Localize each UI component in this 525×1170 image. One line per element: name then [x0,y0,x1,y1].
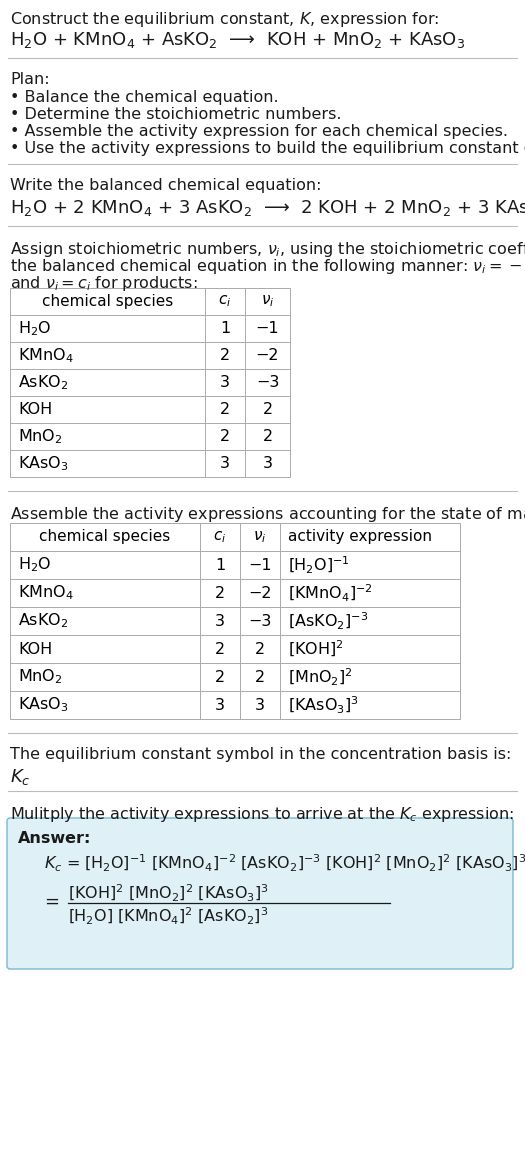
Text: 2: 2 [255,669,265,684]
Text: chemical species: chemical species [39,530,171,544]
Text: 2: 2 [262,429,272,443]
Text: KOH: KOH [18,402,52,417]
Text: MnO$_2$: MnO$_2$ [18,427,62,446]
Text: AsKO$_2$: AsKO$_2$ [18,373,68,392]
Text: 2: 2 [220,429,230,443]
Text: [KOH]$^2$: [KOH]$^2$ [288,639,344,659]
Text: −3: −3 [256,376,279,390]
Text: KMnO$_4$: KMnO$_4$ [18,584,74,603]
Text: 2: 2 [220,402,230,417]
Text: Construct the equilibrium constant, $K$, expression for:: Construct the equilibrium constant, $K$,… [10,11,439,29]
Text: 3: 3 [262,456,272,472]
Text: KAsO$_3$: KAsO$_3$ [18,696,69,715]
Text: 2: 2 [255,641,265,656]
Text: −2: −2 [256,347,279,363]
Text: 2: 2 [262,402,272,417]
Text: KAsO$_3$: KAsO$_3$ [18,454,69,473]
Text: H$_2$O: H$_2$O [18,556,51,574]
Text: =: = [44,893,59,911]
Text: The equilibrium constant symbol in the concentration basis is:: The equilibrium constant symbol in the c… [10,746,511,762]
Text: H$_2$O: H$_2$O [18,319,51,338]
Text: [KOH]$^2$ [MnO$_2$]$^2$ [KAsO$_3$]$^3$: [KOH]$^2$ [MnO$_2$]$^2$ [KAsO$_3$]$^3$ [68,883,269,904]
Text: Plan:: Plan: [10,73,50,87]
Text: Assemble the activity expressions accounting for the state of matter and $\nu_i$: Assemble the activity expressions accoun… [10,505,525,524]
Text: $\nu_i$: $\nu_i$ [253,529,267,545]
Text: 3: 3 [220,376,230,390]
Text: and $\nu_i = c_i$ for products:: and $\nu_i = c_i$ for products: [10,274,197,292]
Text: KOH: KOH [18,641,52,656]
Text: activity expression: activity expression [288,530,432,544]
Text: 2: 2 [215,641,225,656]
Text: Assign stoichiometric numbers, $\nu_i$, using the stoichiometric coefficients, $: Assign stoichiometric numbers, $\nu_i$, … [10,240,525,259]
Text: [H$_2$O] [KMnO$_4$]$^2$ [AsKO$_2$]$^3$: [H$_2$O] [KMnO$_4$]$^2$ [AsKO$_2$]$^3$ [68,906,268,927]
Text: 3: 3 [220,456,230,472]
Text: Write the balanced chemical equation:: Write the balanced chemical equation: [10,178,321,193]
Text: MnO$_2$: MnO$_2$ [18,668,62,687]
Text: [KAsO$_3$]$^3$: [KAsO$_3$]$^3$ [288,695,359,716]
Text: the balanced chemical equation in the following manner: $\nu_i = -c_i$ for react: the balanced chemical equation in the fo… [10,257,525,276]
FancyBboxPatch shape [7,818,513,969]
Text: 2: 2 [215,585,225,600]
Text: 2: 2 [220,347,230,363]
Text: H$_2$O + 2 KMnO$_4$ + 3 AsKO$_2$  ⟶  2 KOH + 2 MnO$_2$ + 3 KAsO$_3$: H$_2$O + 2 KMnO$_4$ + 3 AsKO$_2$ ⟶ 2 KOH… [10,198,525,218]
Text: −1: −1 [256,321,279,336]
Text: 1: 1 [215,557,225,572]
Text: H$_2$O + KMnO$_4$ + AsKO$_2$  ⟶  KOH + MnO$_2$ + KAsO$_3$: H$_2$O + KMnO$_4$ + AsKO$_2$ ⟶ KOH + MnO… [10,30,465,50]
Text: Answer:: Answer: [18,831,91,846]
Text: [KMnO$_4$]$^{-2}$: [KMnO$_4$]$^{-2}$ [288,583,373,604]
Text: $c_i$: $c_i$ [213,529,227,545]
Text: KMnO$_4$: KMnO$_4$ [18,346,74,365]
Text: • Use the activity expressions to build the equilibrium constant expression.: • Use the activity expressions to build … [10,142,525,156]
Text: $\nu_i$: $\nu_i$ [261,294,274,309]
Text: −2: −2 [248,585,272,600]
Text: −3: −3 [248,613,272,628]
Text: $c_i$: $c_i$ [218,294,232,309]
Text: $K_c$ = [H$_2$O]$^{-1}$ [KMnO$_4$]$^{-2}$ [AsKO$_2$]$^{-3}$ [KOH]$^2$ [MnO$_2$]$: $K_c$ = [H$_2$O]$^{-1}$ [KMnO$_4$]$^{-2}… [44,853,525,874]
Text: • Assemble the activity expression for each chemical species.: • Assemble the activity expression for e… [10,124,508,139]
Text: 2: 2 [215,669,225,684]
Text: −1: −1 [248,557,272,572]
Text: Mulitply the activity expressions to arrive at the $K_c$ expression:: Mulitply the activity expressions to arr… [10,805,514,824]
Text: AsKO$_2$: AsKO$_2$ [18,612,68,631]
Text: • Balance the chemical equation.: • Balance the chemical equation. [10,90,279,105]
Text: [AsKO$_2$]$^{-3}$: [AsKO$_2$]$^{-3}$ [288,611,368,632]
Text: [H$_2$O]$^{-1}$: [H$_2$O]$^{-1}$ [288,555,350,576]
Text: 3: 3 [255,697,265,713]
Text: [MnO$_2$]$^2$: [MnO$_2$]$^2$ [288,667,353,688]
Bar [10,288,290,477]
Bar [10,523,460,720]
Text: • Determine the stoichiometric numbers.: • Determine the stoichiometric numbers. [10,106,341,122]
Text: 1: 1 [220,321,230,336]
Text: $K_c$: $K_c$ [10,768,30,787]
Text: 3: 3 [215,697,225,713]
Text: chemical species: chemical species [42,294,173,309]
Text: 3: 3 [215,613,225,628]
